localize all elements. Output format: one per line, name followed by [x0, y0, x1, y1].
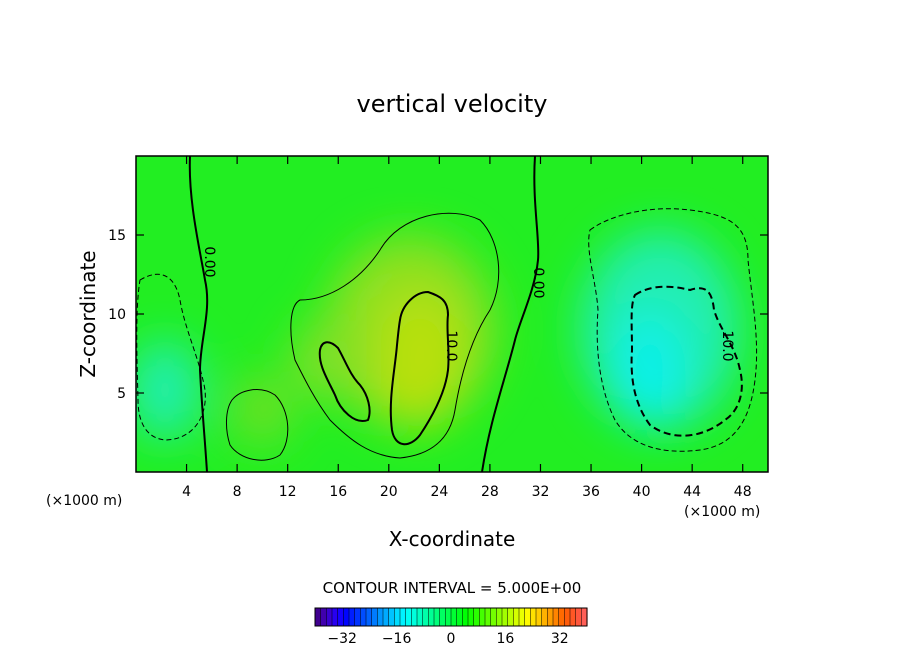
colorbar-swatch [451, 608, 458, 626]
colorbar: −32 −16 0 16 32 [314, 607, 588, 647]
updraft-contour-small [226, 389, 289, 461]
colorbar-swatch [366, 608, 373, 626]
colorbar-swatch [490, 608, 497, 626]
colorbar-swatch [400, 608, 407, 626]
colorbar-swatch [349, 608, 356, 626]
colorbar-swatch [507, 608, 514, 626]
y-axis-label: Z-coordinate [76, 250, 100, 377]
colorbar-swatch [434, 608, 441, 626]
colorbar-swatch [519, 608, 526, 626]
colorbar-swatch [553, 608, 560, 626]
colorbar-swatch [383, 608, 390, 626]
updraft-contour-5 [290, 212, 500, 459]
colorbar-tick-label: 32 [551, 631, 569, 647]
x-axis-label: X-coordinate [389, 527, 516, 551]
contour-label-downdraft: 10.0 [719, 330, 735, 361]
x-tick-label: 28 [481, 484, 499, 500]
velocity-field [136, 156, 768, 472]
contour-label-updraft: 10.0 [443, 330, 459, 361]
colorbar-swatch [371, 608, 378, 626]
y-tick-label: 15 [108, 228, 126, 244]
downdraft-contour-5 [588, 208, 758, 452]
colorbar-swatch [439, 608, 446, 626]
colorbar-swatch [388, 608, 395, 626]
colorbar-swatch [513, 608, 520, 626]
x-tick-label: 36 [582, 484, 600, 500]
colorbar-swatch [575, 608, 582, 626]
colorbar-swatch [496, 608, 503, 626]
updraft-contour-left [318, 341, 371, 422]
y-tick-label: 10 [108, 307, 126, 323]
colorbar-swatch [530, 608, 537, 626]
colorbar-swatch [581, 608, 588, 626]
colorbar-swatch [473, 608, 480, 626]
colorbar-tick-label: 16 [496, 631, 514, 647]
colorbar-swatch [417, 608, 424, 626]
contour-labels: 0.00 0.00 10.0 10.0 [201, 246, 735, 361]
y-axis: 5 10 15 [108, 228, 768, 402]
colorbar-swatch [564, 608, 571, 626]
x-tick-label: 40 [633, 484, 651, 500]
chart-title: vertical velocity [357, 90, 548, 118]
colorbar-swatch [360, 608, 367, 626]
x-tick-label: 44 [683, 484, 701, 500]
colorbar-swatch [411, 608, 418, 626]
colorbar-swatch [405, 608, 412, 626]
contour-interval-label: CONTOUR INTERVAL = 5.000E+00 [323, 579, 582, 597]
x-axis: 4 8 12 16 20 24 28 32 36 40 44 48 [182, 156, 752, 500]
colorbar-tick-label: −16 [382, 631, 412, 647]
colorbar-swatch [502, 608, 509, 626]
x-tick-label: 48 [734, 484, 752, 500]
x-tick-label: 16 [329, 484, 347, 500]
colorbar-swatch [468, 608, 475, 626]
downdraft-contour-left [136, 273, 206, 441]
colorbar-tick-label: 0 [447, 631, 456, 647]
x-tick-label: 4 [182, 484, 191, 500]
colorbar-swatch [337, 608, 344, 626]
downdraft-contour-10 [630, 285, 743, 437]
colorbar-swatch [570, 608, 577, 626]
contour-lines [136, 156, 758, 472]
y-tick-label: 5 [117, 386, 126, 402]
colorbar-swatch [485, 608, 492, 626]
contour-label-zero-left: 0.00 [201, 246, 217, 277]
x-tick-label: 24 [430, 484, 448, 500]
colorbar-swatch [343, 608, 350, 626]
colorbar-swatch [332, 608, 339, 626]
x-tick-label: 32 [532, 484, 550, 500]
updraft-contour-10 [389, 290, 450, 446]
zero-contour-left [188, 156, 209, 472]
colorbar-swatch [536, 608, 543, 626]
colorbar-swatch [524, 608, 531, 626]
colorbar-swatch [326, 608, 333, 626]
colorbar-swatch [315, 608, 322, 626]
x-unit-right: (×1000 m) [684, 504, 760, 520]
colorbar-swatch [354, 608, 361, 626]
contour-label-zero-right: 0.00 [530, 267, 546, 298]
colorbar-swatch [428, 608, 435, 626]
colorbar-frame [314, 607, 588, 627]
x-tick-label: 8 [233, 484, 242, 500]
x-tick-label: 12 [279, 484, 297, 500]
colorbar-swatch [462, 608, 469, 626]
zero-contour-right [481, 156, 540, 472]
colorbar-swatch [456, 608, 463, 626]
colorbar-swatch [541, 608, 548, 626]
colorbar-swatch [320, 608, 327, 626]
x-unit-left: (×1000 m) [46, 493, 122, 509]
x-tick-label: 20 [380, 484, 398, 500]
colorbar-swatch [422, 608, 429, 626]
colorbar-tick-label: −32 [327, 631, 357, 647]
colorbar-swatch [558, 608, 565, 626]
colorbar-swatch [445, 608, 452, 626]
colorbar-swatch [547, 608, 554, 626]
colorbar-swatch [377, 608, 384, 626]
colorbar-swatch [479, 608, 486, 626]
colorbar-swatch [394, 608, 401, 626]
